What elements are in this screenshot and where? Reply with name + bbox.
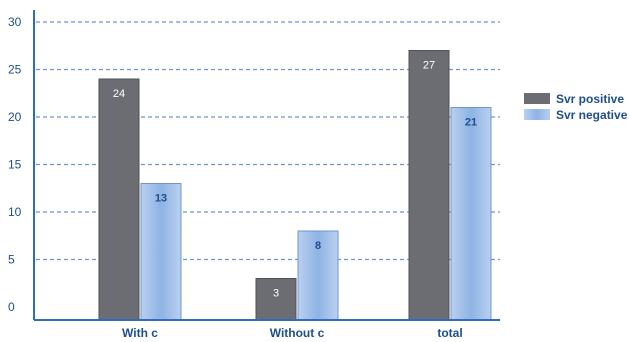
data-label: 3: [273, 288, 279, 300]
bars: [98, 50, 492, 321]
y-axis-tick-labels: 0 5 10 15 20 25 30: [8, 15, 22, 314]
y-tick-label: 30: [8, 15, 22, 29]
y-tick-label: 25: [8, 63, 22, 77]
data-labels: 24 13 3 8 27 21: [113, 60, 477, 300]
data-label: 21: [465, 117, 477, 129]
legend: Svr positive Svr negative: [524, 92, 628, 122]
x-tick-label: Without c: [270, 326, 325, 340]
legend-swatch: [524, 109, 550, 120]
y-tick-label: 0: [8, 300, 15, 314]
y-tick-label: 20: [8, 110, 22, 124]
y-tick-label: 10: [8, 205, 22, 219]
data-label: 24: [113, 88, 125, 100]
bar-svr-positive: [408, 50, 450, 321]
x-tick-label: total: [437, 326, 462, 340]
data-label: 8: [315, 240, 321, 252]
data-label: 13: [155, 193, 167, 205]
bar-svr-positive: [255, 278, 297, 321]
legend-label: Svr negative: [556, 108, 628, 122]
bar-svr-negative: [450, 107, 492, 321]
y-tick-label: 5: [8, 253, 15, 267]
legend-label: Svr positive: [556, 92, 624, 106]
bar-svr-negative: [297, 230, 339, 321]
bar-svr-positive: [98, 78, 140, 321]
legend-swatch: [524, 93, 550, 104]
x-axis-tick-labels: With c Without c total: [122, 326, 463, 340]
y-tick-label: 15: [8, 158, 22, 172]
data-label: 27: [423, 60, 435, 72]
x-tick-label: With c: [122, 326, 158, 340]
